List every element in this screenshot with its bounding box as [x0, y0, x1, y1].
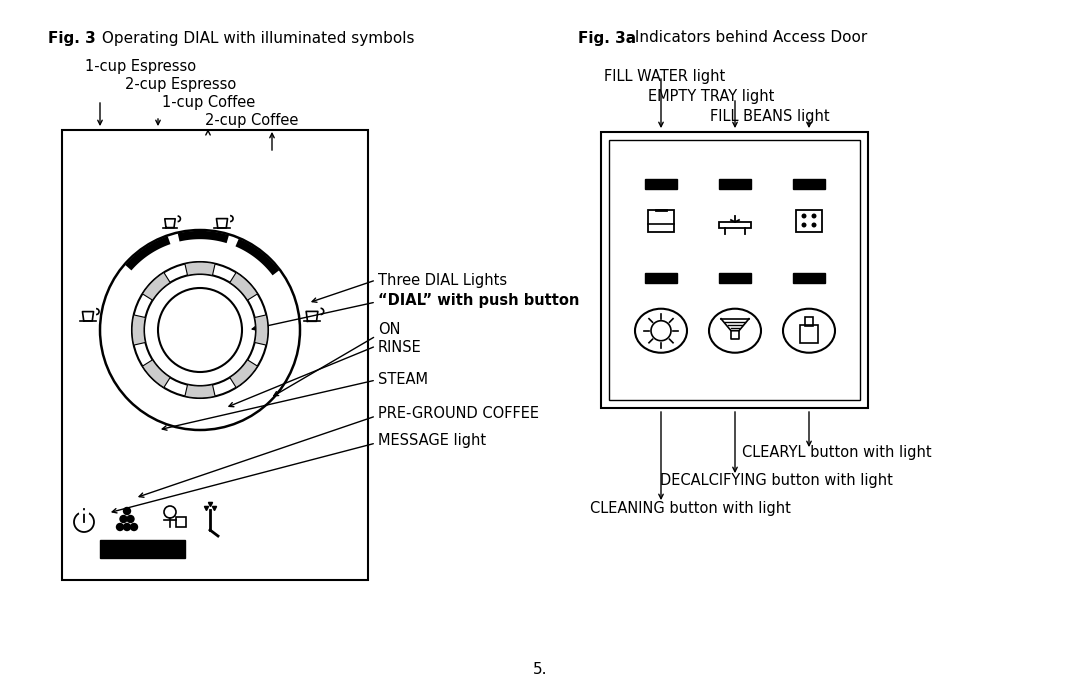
Text: EMPTY TRAY light: EMPTY TRAY light [648, 89, 774, 103]
Text: 1-cup Espresso: 1-cup Espresso [85, 59, 197, 74]
Bar [609, 140, 860, 400]
Polygon shape [143, 272, 171, 300]
Polygon shape [255, 315, 268, 345]
Text: Indicators behind Access Door: Indicators behind Access Door [630, 31, 867, 45]
Bar [645, 274, 677, 283]
Polygon shape [143, 359, 171, 387]
Circle shape [801, 214, 807, 218]
Bar [805, 317, 813, 326]
Circle shape [811, 214, 816, 218]
Polygon shape [185, 262, 215, 276]
Text: 2-cup Espresso: 2-cup Espresso [125, 77, 237, 92]
Circle shape [123, 507, 131, 514]
Polygon shape [230, 272, 257, 300]
Bar [793, 179, 825, 189]
Circle shape [120, 516, 127, 523]
Circle shape [801, 223, 807, 228]
Bar [645, 179, 677, 189]
Bar [719, 179, 751, 189]
Text: 5.: 5. [532, 662, 548, 678]
Bar [648, 210, 674, 232]
Circle shape [123, 524, 131, 530]
Circle shape [158, 288, 242, 372]
Bar [719, 274, 751, 283]
Polygon shape [230, 359, 257, 387]
Bar [800, 325, 818, 343]
Bar [796, 210, 822, 232]
Bar [100, 540, 185, 558]
Text: CLEARYL button with light: CLEARYL button with light [742, 445, 932, 461]
Text: ON: ON [378, 322, 401, 338]
Polygon shape [132, 315, 146, 345]
Text: MESSAGE light: MESSAGE light [378, 433, 486, 447]
Text: Fig. 3a: Fig. 3a [578, 31, 636, 45]
Text: Fig. 3: Fig. 3 [48, 31, 96, 45]
Text: STEAM: STEAM [378, 373, 428, 387]
Ellipse shape [708, 309, 761, 352]
Text: Three DIAL Lights: Three DIAL Lights [378, 272, 508, 288]
Text: 1-cup Coffee: 1-cup Coffee [162, 95, 255, 110]
Text: FILL WATER light: FILL WATER light [604, 68, 726, 84]
Ellipse shape [635, 309, 687, 352]
Text: Operating DIAL with illuminated symbols: Operating DIAL with illuminated symbols [97, 31, 415, 45]
Text: PRE-GROUND COFFEE: PRE-GROUND COFFEE [378, 406, 539, 420]
Polygon shape [185, 385, 215, 398]
Text: 2-cup Coffee: 2-cup Coffee [205, 113, 298, 128]
Bar [719, 222, 751, 228]
Circle shape [117, 524, 123, 530]
Circle shape [131, 524, 137, 530]
Bar [176, 517, 186, 527]
Bar [793, 274, 825, 283]
Bar [62, 130, 368, 580]
Circle shape [127, 516, 134, 523]
Bar [600, 132, 868, 408]
Text: “DIAL” with push button: “DIAL” with push button [378, 292, 579, 308]
Text: DECALCIFYING button with light: DECALCIFYING button with light [660, 473, 893, 487]
Text: FILL BEANS light: FILL BEANS light [710, 108, 829, 124]
Text: CLEANING button with light: CLEANING button with light [590, 500, 791, 516]
Circle shape [811, 223, 816, 228]
Text: RINSE: RINSE [378, 341, 422, 355]
Ellipse shape [783, 309, 835, 352]
